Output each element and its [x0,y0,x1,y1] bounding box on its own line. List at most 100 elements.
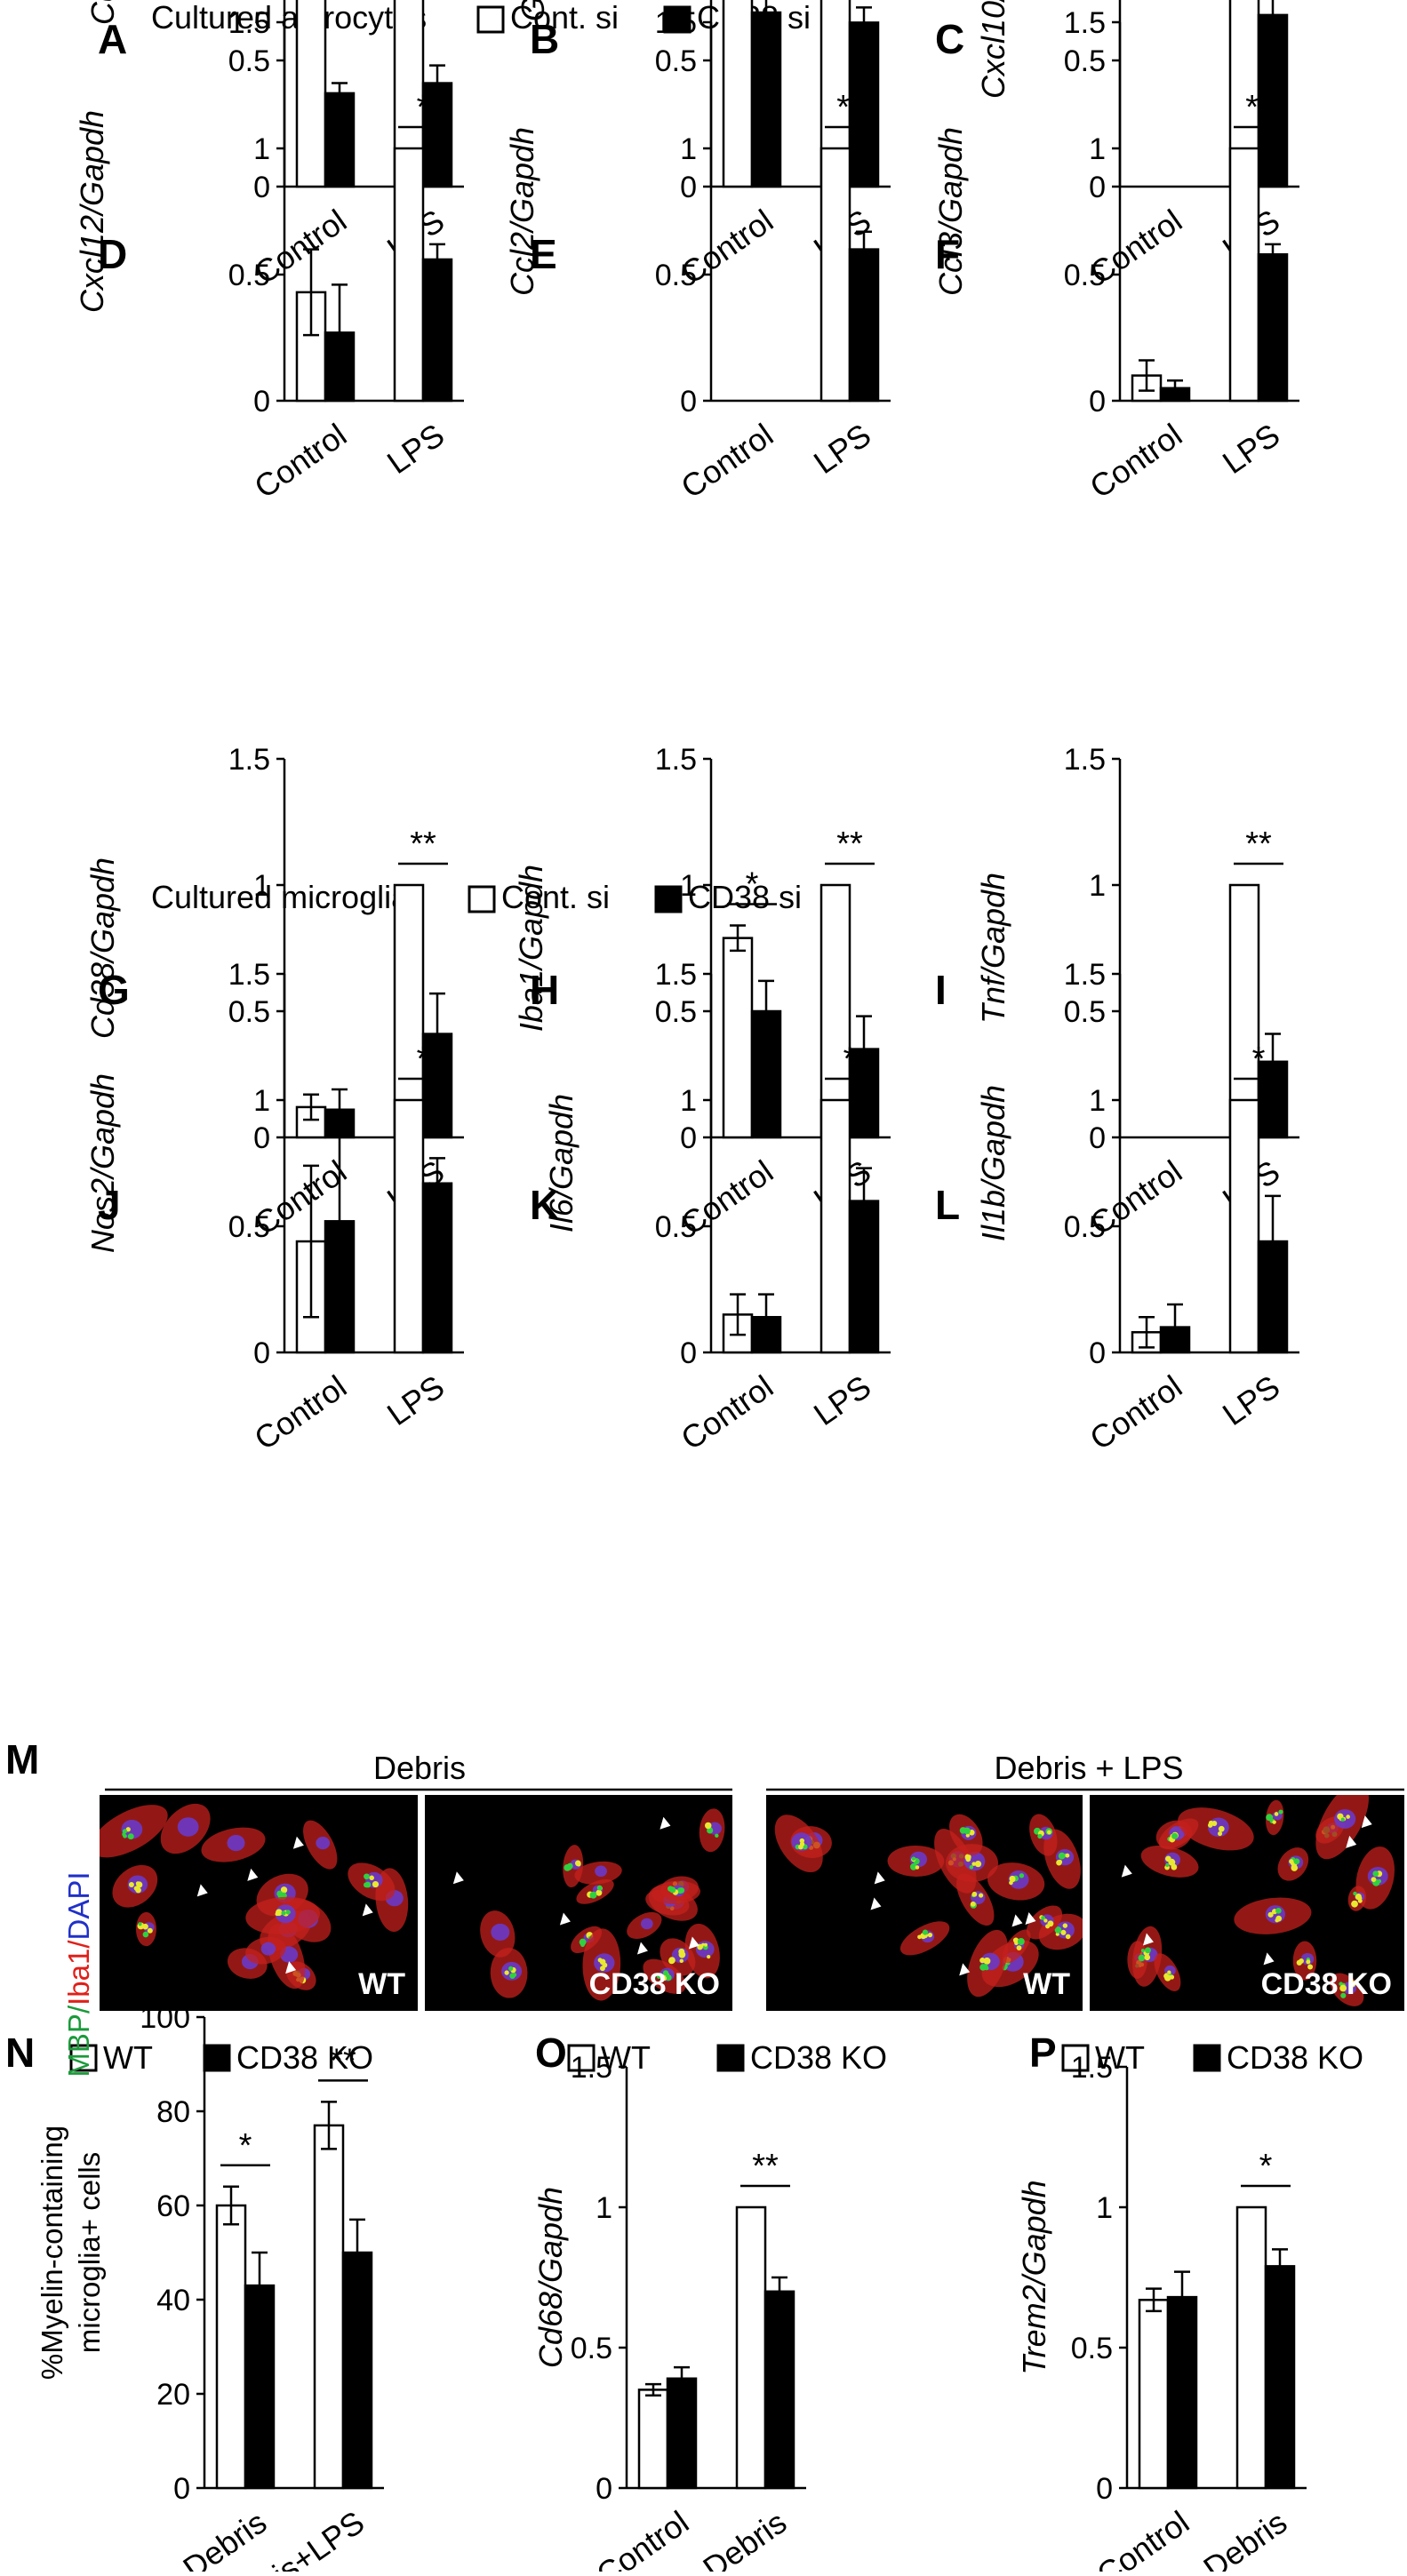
y-tick-label: 0.5 [228,1210,270,1244]
myelin-debris [1272,1820,1276,1824]
y-tick-label: 1.5 [228,958,270,992]
panel-letter-J: J [98,1182,121,1228]
y-tick-label: 40 [156,2284,190,2317]
y-tick-label: 0 [253,171,270,204]
group-label-debris: Debris [373,1750,466,1786]
legend-label-cont-si: Cont. si [501,879,610,915]
bar-open [393,147,425,403]
bar-open [393,1098,425,1354]
myelin-debris [281,1910,286,1916]
myelin-debris [982,1963,988,1969]
panel-letter-O: O [535,2030,567,2076]
legend-swatch-filled [663,5,692,34]
y-tick-label: 0.5 [228,44,270,78]
bar-filled [1257,253,1289,403]
myelin-debris [707,1827,714,1834]
y-tick-label: 1.5 [1064,743,1106,777]
arrowhead-icon [688,1936,700,1950]
y-tick-label: 0.5 [228,995,270,1029]
nucleus [595,1865,607,1878]
y-tick-label: 1 [680,869,697,903]
panel-letter-C: C [935,16,964,62]
myelin-debris [276,1909,283,1917]
panel-letter-N: N [5,2030,35,2076]
y-axis-label: Ccl2/Gapdh [504,127,540,296]
y-tick-label: 1 [1096,2191,1113,2225]
y-tick-label: 1 [680,1084,697,1118]
nucleus [177,1817,199,1837]
nucleus [227,1834,245,1852]
y-tick-label: 0 [173,2472,190,2506]
myelin-debris [979,1893,984,1898]
myelin-debris [1017,1938,1025,1945]
y-tick-label: 60 [156,2189,190,2223]
significance-mark: ** [752,2148,779,2185]
myelin-debris [715,1833,719,1838]
y-tick-label: 0.5 [571,2332,612,2365]
legend-swatch-open [567,2044,596,2072]
myelin-debris [1043,1918,1048,1923]
arrowhead-icon [1361,1815,1372,1829]
myelin-debris [927,1932,933,1938]
legend-label-wt: WT [103,2039,153,2076]
y-tick-label: 0.5 [655,259,697,292]
y-axis-label: Cxcl10/Gapdh [975,0,1011,99]
significance-mark: * [417,89,430,126]
bar-open [215,2204,247,2490]
arrowhead-icon [1011,1914,1023,1927]
myelin-debris [669,1886,676,1894]
y-tick-label: 0.5 [655,1210,697,1244]
myelin-debris [1045,1924,1051,1929]
arrowhead-icon [1025,1911,1036,1925]
nucleus [121,1819,143,1839]
bar-open [722,0,754,188]
x-category-label: Debris [1196,2504,1293,2572]
myelin-debris [1164,1974,1171,1982]
myelin-debris [1211,1821,1218,1827]
myelin-debris [1275,1915,1283,1922]
legend-N: WT CD38 KO [69,2039,373,2076]
legend-label-cd38-ko: CD38 KO [236,2039,373,2076]
myelin-debris [1346,1814,1350,1819]
myelin-debris [969,1864,974,1870]
x-category-label: Control [248,1368,354,1457]
myelin-debris [1047,1830,1051,1835]
y-tick-label: 0 [253,1336,270,1370]
y-tick-label: 0.5 [1064,1210,1106,1244]
nucleus [316,1836,331,1850]
legend-swatch-filled [203,2044,231,2072]
myelin-debris [1011,1878,1016,1883]
panel-letter-L: L [935,1182,960,1228]
myelin-debris [707,1955,711,1959]
micrograph-cells [774,1814,1083,1998]
astrocytes-section-title: Cultured astrocytes [151,0,427,36]
bar-open [295,0,327,188]
arrowhead-icon [452,1871,464,1885]
myelin-debris [1278,1809,1283,1814]
y-axis-label: Il6/Gapdh [543,1094,580,1232]
myelin-debris [1340,1992,1347,1998]
y-tick-label: 1.5 [571,2051,612,2085]
panel-M-header: M Debris Debris + LPS MBP/Iba1/DAPI [5,1736,1404,2078]
y-tick-label: 1.5 [1071,2051,1113,2085]
bar-filled [421,258,453,403]
myelin-debris [1016,1945,1022,1950]
bar-open [1228,883,1260,1139]
panel-letter-P: P [1029,2030,1057,2076]
micrograph-label: CD38 KO [1260,1967,1392,2001]
y-axis-label: Cxcl12/Gapdh [74,110,110,313]
y-tick-label: 0 [1089,385,1106,419]
myelin-debris [661,1975,668,1982]
y-tick-label: 0 [1089,171,1106,204]
myelin-debris [285,1910,291,1915]
myelin-debris [147,1927,153,1934]
y-tick-label: 1 [253,132,270,166]
myelin-debris [135,1886,141,1894]
myelin-debris [1289,1859,1294,1864]
significance-mark: * [1252,1041,1266,1078]
x-category-label: Control [675,1368,780,1457]
y-axis-label: Gfap/Gapdh [515,0,551,21]
